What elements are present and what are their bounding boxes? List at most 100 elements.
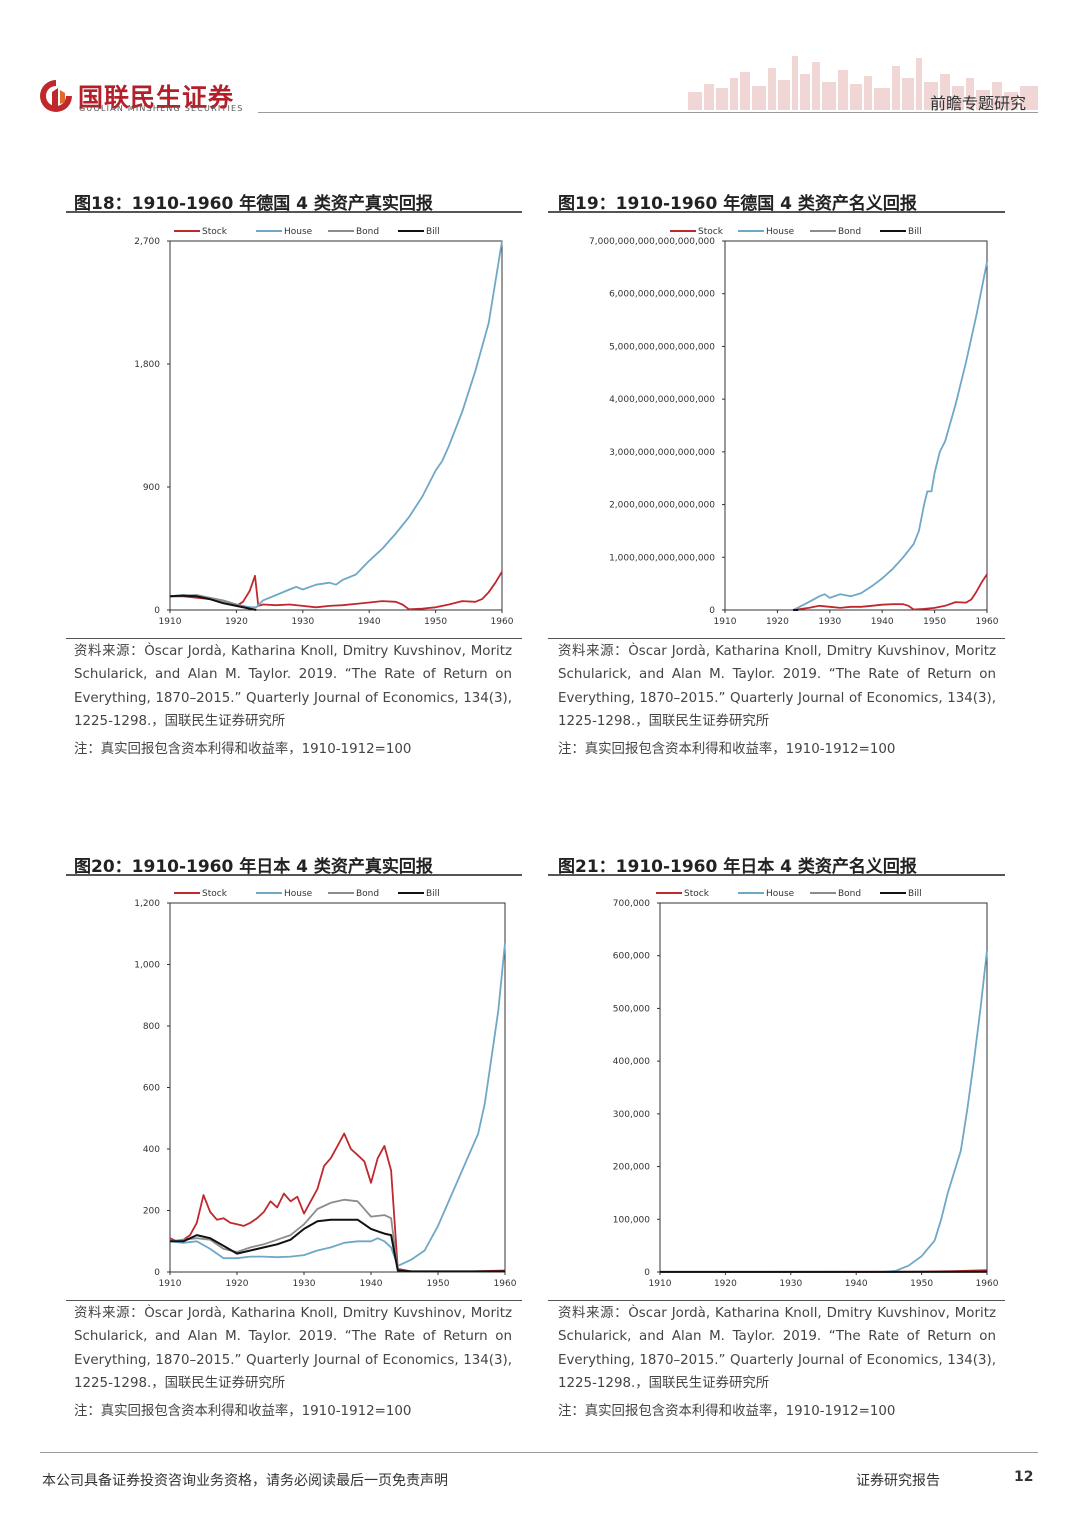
legend-label-bond: Bond: [838, 227, 861, 237]
y-tick-label: 400,000: [613, 1057, 650, 1067]
source-line: 资料来源：Òscar Jordà, Katharina Knoll, Dmitr…: [558, 644, 996, 659]
figure-title: 图21：1910-1960 年日本 4 类资产名义回报: [558, 857, 917, 877]
y-tick-label: 0: [154, 1268, 160, 1278]
series-line-house: [792, 261, 988, 611]
footer-disclaimer: 本公司具备证券投资咨询业务资格，请务必阅读最后一页免责声明: [42, 1473, 448, 1489]
series-line-stock: [170, 571, 503, 611]
y-tick-label: 0: [154, 606, 160, 616]
source-line: Everything, 1870–2015.” Quarterly Journa…: [74, 1352, 512, 1368]
y-tick-label: 200: [143, 1207, 160, 1217]
brand-name-cn: 国联民生证券: [78, 83, 235, 112]
source-line: Schularick, and Alan M. Taylor. 2019. “T…: [558, 1329, 996, 1345]
source-line: 资料来源：Òscar Jordà, Katharina Knoll, Dmitr…: [74, 1306, 512, 1321]
figure-title: 图18：1910-1960 年德国 4 类资产真实回报: [74, 194, 433, 214]
x-tick-label: 1960: [494, 1279, 517, 1289]
x-tick-label: 1940: [845, 1279, 868, 1289]
y-tick-label: 700,000: [613, 899, 650, 909]
x-tick-label: 1960: [976, 1279, 999, 1289]
source-line: 1225-1298.，国联民生证券研究所: [558, 713, 770, 729]
brand-name-en: GUOLIAN MINSHENG SECURITIES: [79, 104, 244, 113]
figure-bottom-rule: [548, 638, 1005, 639]
y-tick-label: 6,000,000,000,000,000: [609, 290, 715, 300]
brand-logo-icon: [40, 80, 72, 112]
figure-note: 注：真实回报包含资本利得和收益率，1910-1912=100: [558, 742, 896, 757]
chart-germany-real-returns: 0 900 1,800 2,700 1910 1920 1930 1940 1950 1960 St…: [134, 227, 514, 627]
y-tick-label: 300,000: [613, 1110, 650, 1120]
figure-bottom-rule: [66, 638, 522, 639]
x-tick-label: 1950: [424, 617, 447, 627]
series-line-bond: [169, 1198, 505, 1273]
y-tick-label: 1,000: [134, 961, 160, 971]
footer-divider: [40, 1452, 1038, 1453]
y-tick-label: 1,200: [134, 899, 160, 909]
x-tick-label: 1950: [910, 1279, 933, 1289]
x-tick-label: 1930: [291, 617, 314, 627]
x-tick-label: 1950: [923, 617, 946, 627]
figure-title-rule: [66, 874, 522, 876]
figure-title-rule: [66, 211, 522, 213]
figure-source: 资料来源：Òscar Jordà, Katharina Knoll, Dmitr…: [558, 640, 996, 733]
legend-label-house: House: [284, 889, 313, 899]
legend-label-house: House: [284, 227, 313, 237]
figure-note: 注：真实回报包含资本利得和收益率，1910-1912=100: [74, 742, 412, 757]
legend-label-bill: Bill: [426, 889, 440, 899]
plot-frame: [659, 902, 988, 1273]
source-line: Schularick, and Alan M. Taylor. 2019. “T…: [74, 1329, 512, 1345]
x-tick-label: 1910: [159, 1279, 182, 1289]
x-tick-label: 1920: [714, 1279, 737, 1289]
y-tick-label: 600,000: [613, 952, 650, 962]
y-tick-label: 4,000,000,000,000,000: [609, 395, 715, 405]
figure-bottom-rule: [548, 1300, 1005, 1301]
report-type-label: 前瞻专题研究: [930, 94, 1027, 113]
legend-label-stock: Stock: [202, 227, 228, 237]
footer-report-kind: 证券研究报告: [856, 1473, 940, 1489]
x-tick-label: 1910: [714, 617, 737, 627]
x-tick-label: 1910: [649, 1279, 672, 1289]
legend-label-bill: Bill: [908, 227, 922, 237]
figure-note: 注：真实回报包含资本利得和收益率，1910-1912=100: [74, 1404, 412, 1419]
legend-label-bill: Bill: [908, 889, 922, 899]
figure-title: 图19：1910-1960 年德国 4 类资产名义回报: [558, 194, 917, 214]
chart-japan-nominal-returns: 0 100,000 200,000 300,000 400,000 500,000 600,…: [613, 889, 999, 1289]
header-divider: [258, 112, 1038, 113]
y-tick-label: 100,000: [613, 1215, 650, 1225]
y-tick-label: 7,000,000,000,000,000,000: [589, 237, 715, 247]
series-line-house: [660, 950, 988, 1273]
source-line: Everything, 1870–2015.” Quarterly Journa…: [74, 690, 512, 706]
figure-title: 图20：1910-1960 年日本 4 类资产真实回报: [74, 857, 433, 877]
source-line: 1225-1298.，国联民生证券研究所: [74, 1375, 286, 1391]
skyline-decoration-icon: [688, 56, 1038, 110]
source-line: Schularick, and Alan M. Taylor. 2019. “T…: [74, 667, 512, 683]
series-line-bill: [170, 1218, 505, 1273]
source-line: Everything, 1870–2015.” Quarterly Journa…: [558, 1352, 996, 1368]
source-line: 资料来源：Òscar Jordà, Katharina Knoll, Dmitr…: [558, 1306, 996, 1321]
x-tick-label: 1960: [491, 617, 514, 627]
y-tick-label: 2,000,000,000,000,000: [609, 501, 715, 511]
legend-label-house: House: [766, 889, 795, 899]
source-line: 1225-1298.，国联民生证券研究所: [74, 713, 286, 729]
y-tick-label: 200,000: [613, 1163, 650, 1173]
y-tick-label: 1,800: [134, 360, 160, 370]
legend-label-stock: Stock: [684, 889, 710, 899]
x-tick-label: 1950: [427, 1279, 450, 1289]
plot-frame: [169, 902, 506, 1273]
y-tick-label: 500,000: [613, 1004, 650, 1014]
series-line-stock: [169, 1132, 506, 1273]
legend-label-house: House: [766, 227, 795, 237]
figure-source: 资料来源：Òscar Jordà, Katharina Knoll, Dmitr…: [74, 640, 512, 733]
legend-label-bond: Bond: [838, 889, 861, 899]
figure-title-rule: [548, 874, 1005, 876]
x-tick-label: 1960: [976, 617, 999, 627]
source-line: 1225-1298.，国联民生证券研究所: [558, 1375, 770, 1391]
legend-label-bill: Bill: [426, 227, 440, 237]
y-tick-label: 1,000,000,000,000,000: [609, 553, 715, 563]
x-tick-label: 1920: [766, 617, 789, 627]
x-tick-label: 1920: [225, 617, 248, 627]
legend-label-stock: Stock: [202, 889, 228, 899]
page-number: 12: [1014, 1469, 1034, 1485]
y-tick-label: 3,000,000,000,000,000: [609, 448, 715, 458]
source-line: Everything, 1870–2015.” Quarterly Journa…: [558, 690, 996, 706]
series-line-bill: [169, 594, 257, 611]
figure-source: 资料来源：Òscar Jordà, Katharina Knoll, Dmitr…: [558, 1302, 996, 1395]
y-tick-label: 600: [143, 1084, 160, 1094]
